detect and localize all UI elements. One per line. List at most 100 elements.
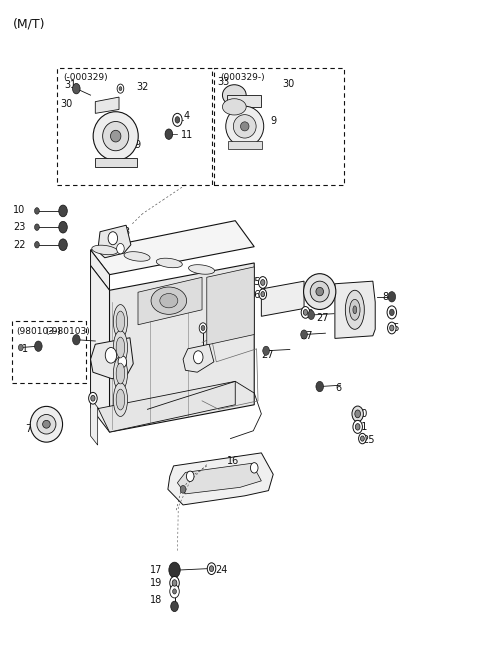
- Text: 26: 26: [248, 290, 261, 300]
- Text: 11: 11: [180, 130, 193, 140]
- Circle shape: [199, 323, 207, 333]
- Circle shape: [59, 239, 67, 251]
- Text: 22: 22: [13, 239, 26, 250]
- Circle shape: [173, 113, 182, 127]
- Polygon shape: [138, 277, 202, 325]
- Ellipse shape: [43, 420, 50, 428]
- Bar: [12, 321, 86, 383]
- Ellipse shape: [30, 406, 62, 442]
- Ellipse shape: [353, 306, 357, 314]
- Circle shape: [91, 396, 95, 401]
- Circle shape: [387, 306, 396, 319]
- Text: 6: 6: [335, 383, 341, 393]
- Circle shape: [390, 325, 394, 331]
- Text: 23: 23: [13, 222, 25, 232]
- Circle shape: [263, 346, 269, 356]
- Text: 29: 29: [96, 336, 109, 346]
- Ellipse shape: [37, 415, 56, 434]
- Text: 31: 31: [64, 81, 77, 91]
- Circle shape: [359, 434, 366, 443]
- Ellipse shape: [103, 121, 129, 151]
- Ellipse shape: [226, 106, 264, 146]
- Circle shape: [388, 291, 396, 302]
- Text: 25: 25: [387, 323, 399, 333]
- Text: 25: 25: [362, 435, 375, 445]
- Text: 25: 25: [248, 277, 261, 287]
- Polygon shape: [183, 344, 214, 372]
- Ellipse shape: [116, 363, 125, 384]
- Polygon shape: [178, 463, 261, 494]
- Circle shape: [389, 309, 394, 316]
- Circle shape: [172, 580, 177, 586]
- Circle shape: [35, 208, 39, 214]
- Circle shape: [301, 330, 307, 339]
- Text: 5: 5: [386, 308, 392, 318]
- Polygon shape: [96, 157, 137, 167]
- Ellipse shape: [349, 299, 360, 320]
- Text: 15: 15: [207, 324, 219, 335]
- Text: 9: 9: [135, 140, 141, 150]
- Circle shape: [117, 243, 124, 254]
- Text: 13: 13: [263, 296, 275, 306]
- Text: 21: 21: [355, 422, 367, 432]
- Ellipse shape: [113, 331, 128, 365]
- Polygon shape: [91, 398, 97, 445]
- Circle shape: [35, 341, 42, 352]
- Ellipse shape: [310, 281, 329, 302]
- Text: 9: 9: [271, 116, 277, 126]
- Ellipse shape: [113, 357, 128, 390]
- Text: 10: 10: [13, 205, 25, 215]
- Circle shape: [175, 117, 180, 123]
- Text: (M/T): (M/T): [13, 17, 46, 30]
- Text: (000329-): (000329-): [220, 73, 264, 82]
- Circle shape: [72, 83, 80, 94]
- Polygon shape: [189, 265, 215, 274]
- Text: 14: 14: [188, 348, 200, 358]
- Circle shape: [201, 325, 205, 331]
- Ellipse shape: [303, 274, 336, 310]
- Ellipse shape: [222, 98, 246, 115]
- Circle shape: [207, 563, 216, 575]
- Polygon shape: [335, 281, 375, 338]
- Circle shape: [355, 424, 360, 430]
- Circle shape: [193, 351, 203, 364]
- Text: 24: 24: [216, 565, 228, 575]
- Polygon shape: [91, 250, 109, 290]
- Circle shape: [353, 420, 362, 434]
- Ellipse shape: [222, 85, 246, 106]
- Polygon shape: [124, 252, 150, 261]
- Text: 20: 20: [355, 409, 367, 419]
- Text: 18: 18: [150, 595, 162, 605]
- Circle shape: [59, 221, 67, 233]
- Ellipse shape: [316, 287, 324, 296]
- Circle shape: [261, 291, 264, 297]
- Circle shape: [173, 589, 177, 594]
- Text: 7: 7: [25, 424, 32, 434]
- Ellipse shape: [345, 290, 364, 329]
- Circle shape: [105, 348, 117, 363]
- Circle shape: [169, 562, 180, 578]
- Circle shape: [180, 485, 186, 493]
- Text: 28: 28: [301, 309, 314, 319]
- Circle shape: [108, 232, 118, 245]
- Text: 2: 2: [100, 356, 106, 365]
- Circle shape: [360, 436, 364, 441]
- Ellipse shape: [116, 389, 125, 410]
- Text: 30: 30: [283, 79, 295, 89]
- Text: 4: 4: [184, 111, 190, 121]
- Ellipse shape: [240, 122, 249, 131]
- Circle shape: [186, 471, 194, 482]
- Circle shape: [316, 381, 324, 392]
- Text: 3: 3: [124, 228, 130, 237]
- Ellipse shape: [151, 287, 187, 314]
- Text: 19: 19: [150, 578, 162, 588]
- Text: 12: 12: [333, 285, 345, 295]
- Circle shape: [259, 277, 267, 289]
- Circle shape: [170, 585, 179, 598]
- Polygon shape: [207, 267, 254, 345]
- Polygon shape: [91, 220, 254, 275]
- Circle shape: [117, 84, 124, 93]
- Bar: [57, 68, 212, 185]
- Circle shape: [352, 406, 363, 422]
- Circle shape: [387, 322, 396, 334]
